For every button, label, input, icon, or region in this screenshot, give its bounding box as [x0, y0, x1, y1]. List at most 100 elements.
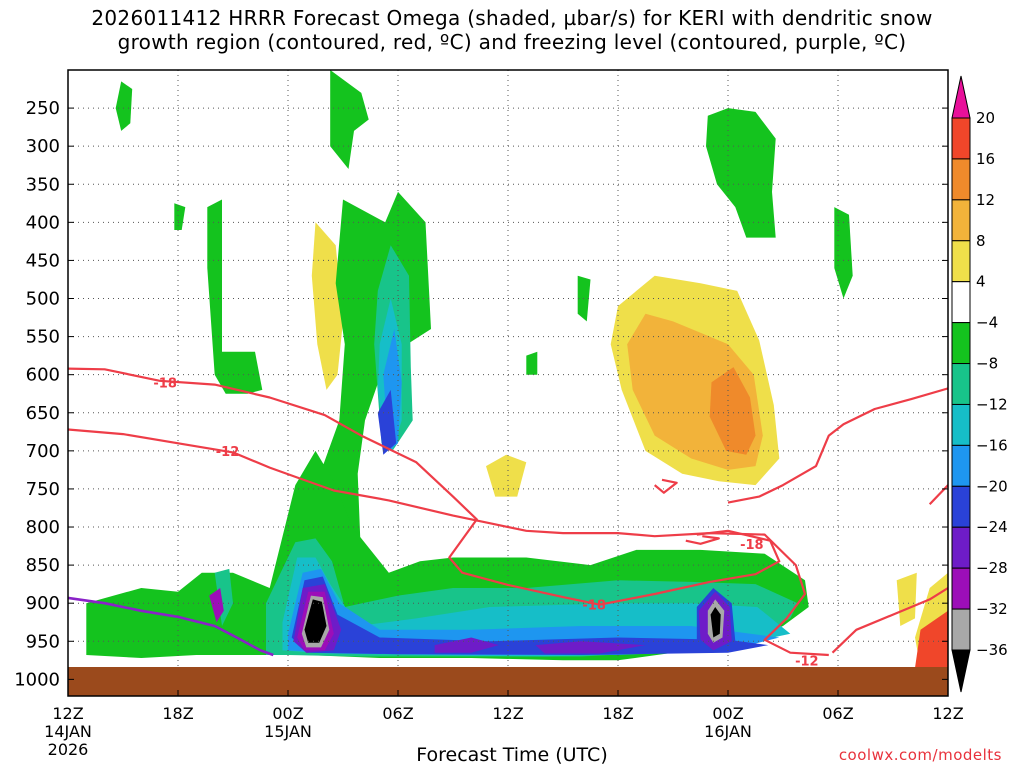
y-tick-label: 300 [26, 136, 60, 157]
contour-label-4: -12 [795, 654, 819, 669]
title-line-1: 2026011412 HRRR Forecast Omega (shaded, … [91, 6, 933, 30]
y-tick-label: 800 [26, 517, 60, 538]
omega-region-0 [86, 290, 114, 421]
omega-region-10 [896, 572, 917, 626]
omega-region-7 [311, 222, 343, 390]
y-tick-label: 400 [26, 212, 60, 233]
dendritic-contour-0 [68, 367, 781, 606]
y-tick-label: 700 [26, 441, 60, 462]
colorbar-label: −8 [976, 355, 998, 373]
omega-region-14 [915, 610, 948, 668]
chart-title: 2026011412 HRRR Forecast Omega (shaded, … [0, 6, 1024, 54]
omega-region-37 [535, 641, 646, 654]
colorbar-swatch [951, 281, 971, 324]
x-tick-label: 00Z [712, 704, 743, 723]
x-tick-label: 18Z [162, 704, 193, 723]
colorbar-swatch [951, 363, 971, 405]
y-tick-label: 950 [26, 631, 60, 652]
colorbar-label: −16 [976, 436, 1008, 454]
dendritic-contour-3 [831, 587, 948, 654]
omega-region-30 [288, 568, 780, 655]
y-tick-label: 350 [26, 174, 60, 195]
x-date-label: 16JAN [704, 722, 752, 741]
colorbar-bottom-triangle [951, 649, 971, 693]
omega-region-17 [207, 199, 263, 394]
contour-label-0: -18 [153, 376, 177, 391]
omega-region-40 [209, 588, 224, 623]
x-tick-label: 06Z [382, 704, 413, 723]
x-year-label: 2026 [48, 740, 89, 759]
y-tick-label: 250 [26, 98, 60, 119]
colorbar-label: −36 [976, 641, 1008, 659]
dendritic-contour-6 [685, 535, 720, 545]
y-tick-label: 450 [26, 250, 60, 271]
freezing-contour-0 [68, 596, 274, 657]
contour-label-1: -12 [216, 445, 240, 460]
contour-label-3: -18 [582, 599, 606, 614]
colorbar-label: −12 [976, 395, 1008, 413]
colorbar-label: 4 [976, 273, 986, 291]
colorbar: 20 16 12 8 4 −4 −8 −12 −16 −20 −24 −28 −32 −36 [951, 75, 1008, 693]
y-tick-label: 850 [26, 555, 60, 576]
x-axis-label: Forecast Time (UTC) [416, 744, 608, 766]
colorbar-label: −32 [976, 600, 1008, 618]
x-tick-label: 12Z [932, 704, 963, 723]
colorbar-label: −28 [976, 559, 1008, 577]
colorbar-swatch [951, 444, 971, 487]
colorbar-swatch [951, 608, 971, 651]
omega-region-8 [486, 454, 527, 497]
contour-label-2: -18 [740, 538, 764, 553]
y-tick-label: 600 [26, 365, 60, 386]
omega-region-21 [577, 275, 591, 322]
omega-region-15 [115, 81, 133, 131]
site-credit: coolwx.com/modelts [838, 746, 1002, 764]
dendritic-contour-4 [928, 484, 948, 505]
colorbar-label: −20 [976, 477, 1008, 495]
colorbar-label: 12 [976, 191, 995, 209]
omega-region-33 [377, 389, 397, 455]
dendritic-contour-2 [727, 387, 948, 504]
colorbar-swatch [951, 567, 971, 610]
dendritic-contour-5 [653, 478, 678, 494]
omega-region-44 [710, 607, 721, 638]
y-tick-label: 750 [26, 479, 60, 500]
omega-region-36 [434, 637, 499, 653]
colorbar-label: −24 [976, 518, 1008, 536]
y-tick-label: 500 [26, 289, 60, 310]
omega-region-20 [526, 351, 538, 375]
x-date-label: 15JAN [264, 722, 312, 741]
omega-region-16 [174, 203, 186, 230]
colorbar-label: 20 [976, 109, 995, 127]
colorbar-swatch [951, 240, 971, 283]
y-tick-label: 1000 [14, 669, 60, 690]
x-tick-label: 06Z [822, 704, 853, 723]
y-tick-label: 900 [26, 593, 60, 614]
omega-region-22 [706, 108, 776, 238]
colorbar-swatch [951, 117, 971, 160]
colorbar-swatch [951, 485, 971, 528]
x-tick-label: 00Z [272, 704, 303, 723]
x-tick-label: 12Z [52, 704, 83, 723]
y-tick-label: 550 [26, 327, 60, 348]
colorbar-swatch [951, 158, 971, 201]
x-tick-label: 12Z [492, 704, 523, 723]
y-tick-label: 650 [26, 403, 60, 424]
colorbar-label: 16 [976, 150, 995, 168]
omega-region-2 [201, 439, 261, 539]
colorbar-label: −4 [976, 314, 998, 332]
x-date-label: 14JAN [44, 722, 92, 741]
colorbar-label: 8 [976, 232, 986, 250]
colorbar-swatch [951, 526, 971, 569]
omega-region-18 [330, 70, 369, 169]
title-line-2: growth region (contoured, red, ºC) and f… [117, 30, 907, 54]
omega-region-25 [214, 568, 233, 626]
omega-region-5 [801, 488, 848, 581]
colorbar-swatch [951, 199, 971, 242]
omega-region-23 [834, 207, 853, 299]
x-tick-label: 18Z [602, 704, 633, 723]
y-axis: 250 300 350 400 450 500 550 600 650 700 750 800 850 9… [14, 98, 948, 690]
dendritic-contour-1 [68, 428, 829, 657]
omega-region-43 [304, 599, 327, 643]
